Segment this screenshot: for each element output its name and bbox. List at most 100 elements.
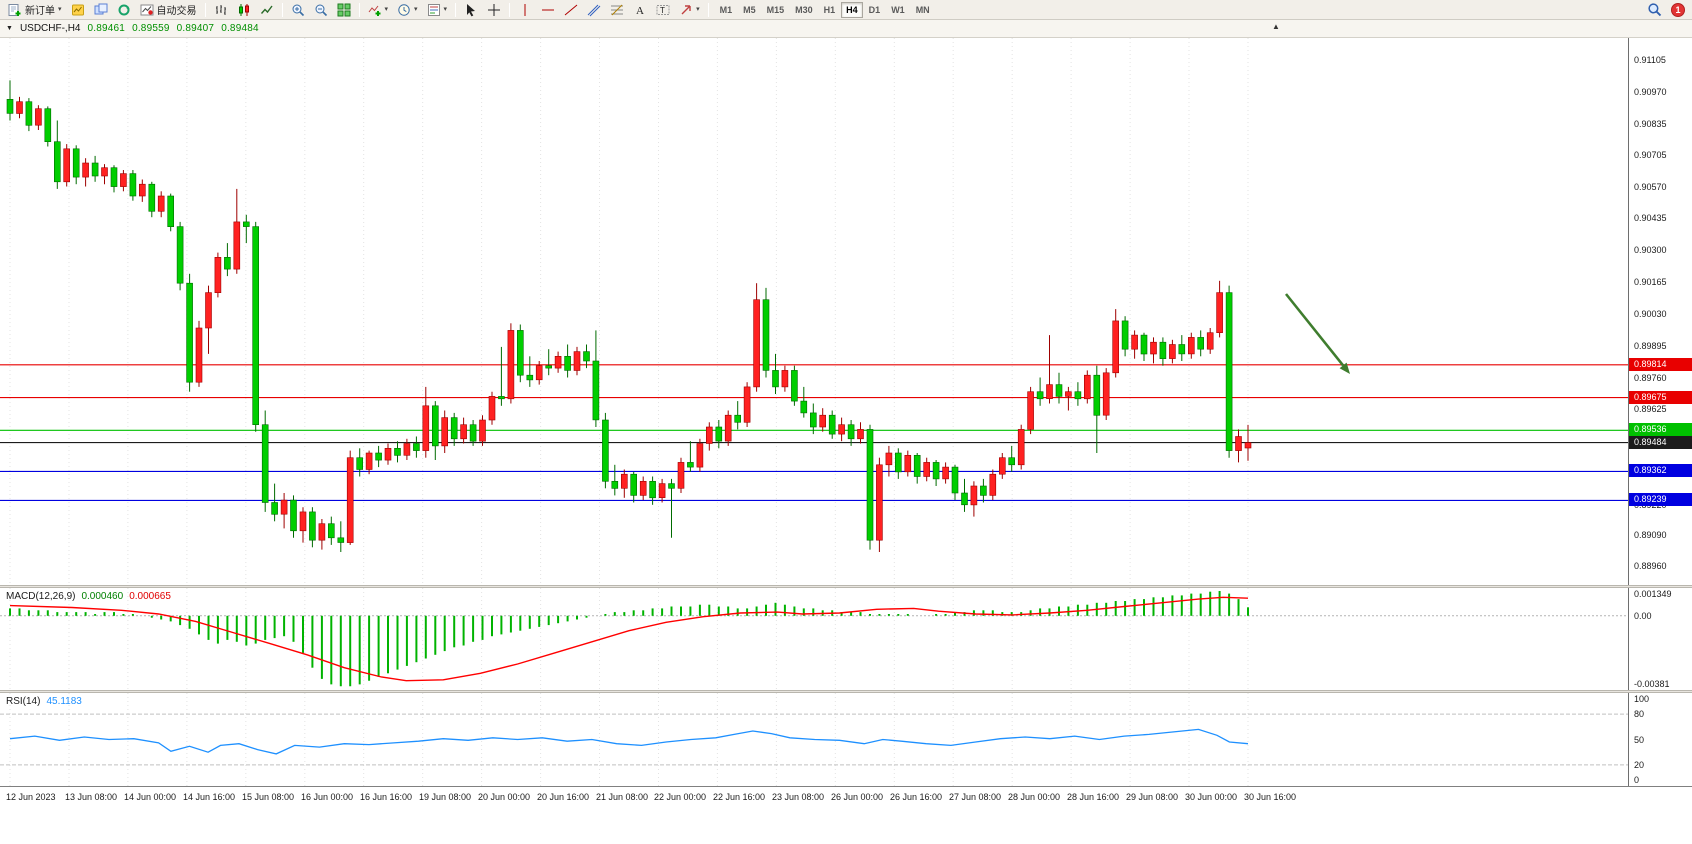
tile-windows-icon [337,3,351,16]
equidistant-channel-icon [587,4,601,16]
macd-axis-label: 0.001349 [1634,589,1672,599]
ohlc-close: 0.89484 [221,23,259,34]
indicators-button[interactable]: ▾ [364,1,393,19]
profiles-icon [118,4,130,15]
timeframe-button-m5[interactable]: M5 [738,2,761,18]
macd-axis[interactable]: 0.001349 0.00 -0.00381 [1628,588,1692,690]
time-axis-label: 22 Jun 00:00 [654,792,707,802]
price-axis[interactable]: 0.91105 0.90970 0.90835 0.90705 0.90570 0.904… [1628,38,1692,585]
timeframe-button-h1[interactable]: H1 [819,2,841,18]
notification-badge[interactable]: 1 [1671,2,1685,17]
timeframe-toolbar: M1 M5 M15 M30 H1 H4 D1 W1 MN [715,1,935,18]
zoom-out-button[interactable] [310,1,332,19]
arrows-tool-button[interactable]: ▾ [675,1,704,19]
time-axis-label: 29 Jun 08:00 [1126,792,1179,802]
charts-button[interactable] [90,1,112,19]
svg-text:T: T [660,6,665,15]
zoom-in-icon [292,4,304,16]
vertical-line-icon [524,3,526,16]
line-chart-button[interactable] [256,1,278,19]
rsi-axis[interactable]: 100 80 50 20 0 [1628,693,1692,786]
toolbar-separator [455,2,457,17]
macd-value-signal: 0.000665 [129,591,171,602]
time-axis-label: 20 Jun 00:00 [478,792,531,802]
new-order-button[interactable]: 新订单 ▾ [4,1,66,19]
time-axis-label: 30 Jun 16:00 [1244,792,1297,802]
vertical-line-tool-button[interactable] [514,1,536,19]
bar-chart-icon [215,4,226,15]
top-toolbar: 新订单 ▾ 自动交易 [0,0,1692,20]
periods-button[interactable]: ▾ [393,1,422,19]
price-chart-panel: 0.91105 0.90970 0.90835 0.90705 0.90570 0.904… [0,38,1692,585]
timeframe-button-mn[interactable]: MN [911,2,935,18]
fibonacci-icon [611,4,624,15]
auto-trading-label: 自动交易 [156,6,197,17]
toolbar-separator [281,2,283,17]
panel-splitter[interactable] [0,690,1692,693]
time-axis-label: 22 Jun 16:00 [713,792,766,802]
text-label-tool-button[interactable]: T [652,1,674,19]
price-axis-label: 0.91105 [1634,55,1666,65]
trendline-tool-button[interactable] [560,1,582,19]
timeframe-button-m1[interactable]: M1 [715,2,738,18]
channel-tool-button[interactable] [583,1,605,19]
text-label-icon: T [656,4,670,15]
chevron-down-icon: ▾ [696,6,700,13]
panel-splitter[interactable] [0,585,1692,588]
time-axis-label: 27 Jun 08:00 [949,792,1002,802]
horizontal-line-tool-button[interactable] [537,1,559,19]
price-axis-label: 0.90570 [1634,182,1667,192]
market-watch-button[interactable] [67,1,89,19]
rsi-name: RSI(14) [6,696,41,707]
rsi-axis-label: 80 [1634,709,1645,719]
time-axis-label: 14 Jun 16:00 [183,792,236,802]
auto-trading-button[interactable]: 自动交易 [136,1,201,19]
crosshair-button[interactable] [483,1,505,19]
price-axis-label: 0.90970 [1634,87,1667,97]
cursor-button[interactable] [460,1,482,19]
time-axis-label: 26 Jun 00:00 [831,792,884,802]
macd-plot[interactable] [0,588,1628,690]
price-axis-label: 0.89090 [1634,530,1667,540]
timeframe-button-d1[interactable]: D1 [864,2,886,18]
macd-name: MACD(12,26,9) [6,591,76,602]
timeframe-button-h4[interactable]: H4 [841,1,863,18]
toolbar-separator [358,2,360,17]
search-button[interactable] [1643,1,1666,19]
zoom-in-button[interactable] [287,1,309,19]
support-price-tag: 0.89362 [1629,464,1692,477]
timeframe-button-m30[interactable]: M30 [790,2,818,18]
chart-window-titlebar[interactable]: ▼ USDCHF-,H4 0.89461 0.89559 0.89407 0.8… [0,20,1692,38]
time-axis-label: 21 Jun 08:00 [596,792,649,802]
rsi-plot[interactable] [0,693,1628,786]
templates-button[interactable]: ▾ [423,1,452,19]
text-tool-button[interactable]: A [629,1,651,19]
template-icon [427,3,440,16]
tile-windows-button[interactable] [333,1,355,19]
arrow-tool-icon [681,4,691,14]
ohlc-high: 0.89559 [132,23,170,34]
price-axis-label: 0.90165 [1634,277,1667,287]
new-order-icon [8,3,21,16]
timeframe-button-m15[interactable]: M15 [762,2,790,18]
price-axis-label: 0.89895 [1634,341,1667,351]
bar-chart-button[interactable] [210,1,232,19]
indicators-icon [368,5,381,16]
time-axis-label: 16 Jun 00:00 [301,792,354,802]
macd-panel: MACD(12,26,9) 0.000460 0.000665 0.001349 0.… [0,588,1692,690]
collapse-window-button[interactable]: ▲ [1272,22,1280,31]
time-axis[interactable]: 12 Jun 2023 13 Jun 08:00 14 Jun 00:00 14 Ju… [0,786,1692,810]
chevron-down-icon: ▾ [58,6,62,13]
macd-axis-label: -0.00381 [1634,679,1670,689]
rsi-value: 45.1183 [46,696,82,707]
profiles-button[interactable] [113,1,135,19]
rsi-label: RSI(14) 45.1183 [6,696,82,707]
toolbar-right-group: 1 [1643,1,1688,19]
price-axis-label: 0.90030 [1634,309,1667,319]
auto-trading-icon [140,4,154,15]
timeframe-button-w1[interactable]: W1 [886,2,910,18]
fibonacci-tool-button[interactable] [606,1,628,19]
candlestick-plot[interactable] [0,38,1628,585]
candlestick-chart-button[interactable] [233,1,255,19]
horizontal-line-icon [542,9,555,10]
